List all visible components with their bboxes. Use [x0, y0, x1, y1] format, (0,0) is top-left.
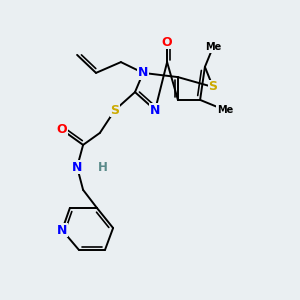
Text: N: N — [72, 160, 82, 174]
Text: N: N — [138, 66, 148, 80]
Text: Me: Me — [217, 105, 233, 115]
Text: O: O — [162, 35, 172, 49]
Text: S: S — [208, 80, 217, 94]
Text: Me: Me — [205, 42, 221, 52]
Text: S: S — [110, 103, 119, 117]
Text: N: N — [57, 224, 67, 237]
Text: O: O — [57, 123, 68, 136]
Text: H: H — [98, 160, 108, 174]
Text: N: N — [150, 103, 160, 117]
